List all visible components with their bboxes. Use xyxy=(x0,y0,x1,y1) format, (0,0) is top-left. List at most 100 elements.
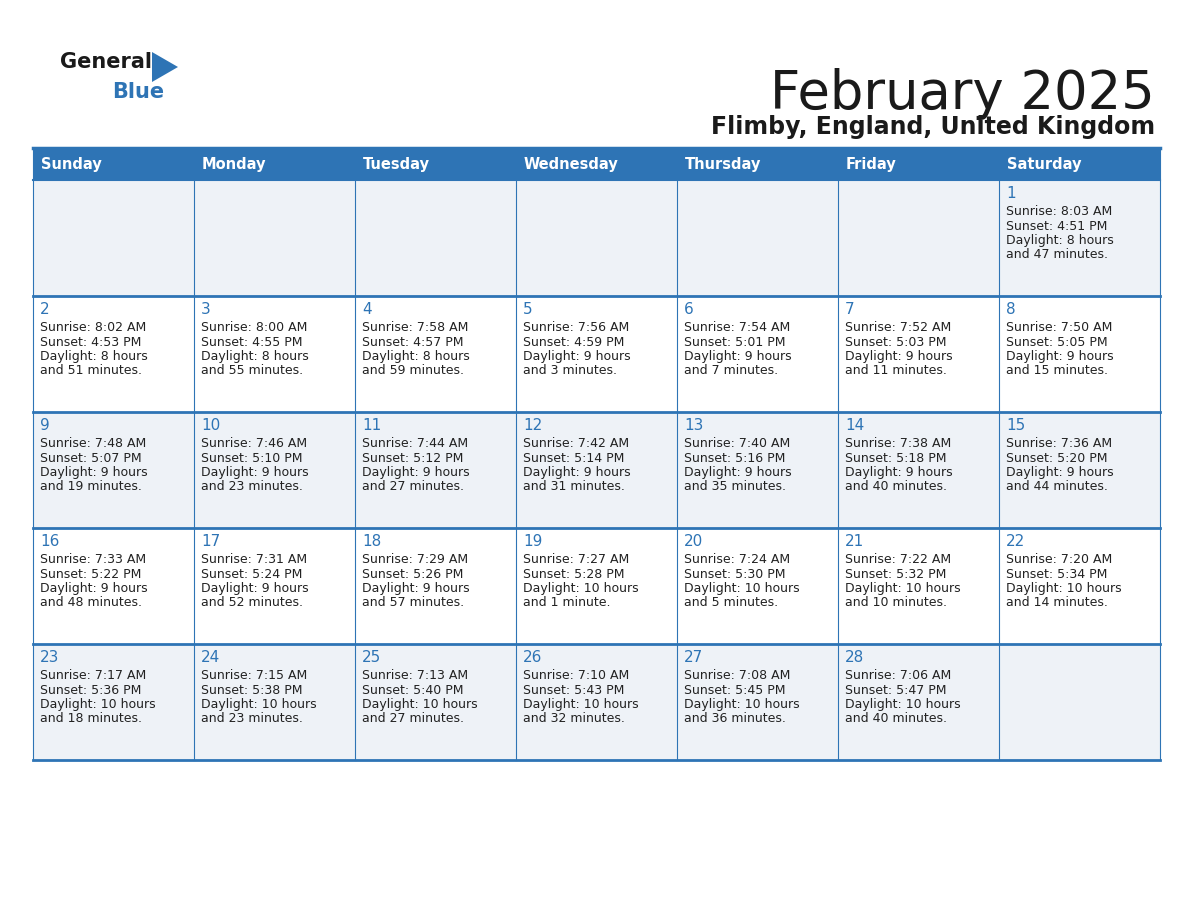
Text: Daylight: 8 hours: Daylight: 8 hours xyxy=(362,350,469,363)
Text: and 40 minutes.: and 40 minutes. xyxy=(845,480,947,494)
Text: Sunrise: 7:06 AM: Sunrise: 7:06 AM xyxy=(845,669,952,682)
Bar xyxy=(194,644,355,760)
Text: and 36 minutes.: and 36 minutes. xyxy=(684,712,786,725)
Text: Sunset: 5:18 PM: Sunset: 5:18 PM xyxy=(845,452,947,465)
Bar xyxy=(33,528,194,644)
Bar xyxy=(194,296,355,412)
Text: Flimby, England, United Kingdom: Flimby, England, United Kingdom xyxy=(710,115,1155,139)
Text: and 11 minutes.: and 11 minutes. xyxy=(845,364,947,377)
Text: Sunrise: 8:03 AM: Sunrise: 8:03 AM xyxy=(1006,205,1112,218)
Text: Sunrise: 7:27 AM: Sunrise: 7:27 AM xyxy=(523,553,630,566)
Text: Sunset: 5:03 PM: Sunset: 5:03 PM xyxy=(845,335,947,349)
Text: Daylight: 10 hours: Daylight: 10 hours xyxy=(201,698,317,711)
Text: Sunrise: 7:46 AM: Sunrise: 7:46 AM xyxy=(201,437,308,450)
Text: Daylight: 10 hours: Daylight: 10 hours xyxy=(845,698,961,711)
Bar xyxy=(516,528,677,644)
Bar xyxy=(355,412,516,528)
Text: Sunset: 5:47 PM: Sunset: 5:47 PM xyxy=(845,684,947,697)
Text: 5: 5 xyxy=(523,302,532,317)
Bar xyxy=(677,644,838,760)
Bar xyxy=(838,180,999,296)
Text: General: General xyxy=(61,52,152,72)
Bar xyxy=(838,296,999,412)
Text: and 5 minutes.: and 5 minutes. xyxy=(684,597,778,610)
Bar xyxy=(516,412,677,528)
Text: Sunrise: 7:29 AM: Sunrise: 7:29 AM xyxy=(362,553,468,566)
Text: Sunrise: 7:13 AM: Sunrise: 7:13 AM xyxy=(362,669,468,682)
Text: Sunrise: 7:31 AM: Sunrise: 7:31 AM xyxy=(201,553,308,566)
Bar xyxy=(355,644,516,760)
Text: and 32 minutes.: and 32 minutes. xyxy=(523,712,625,725)
Text: 23: 23 xyxy=(40,650,59,665)
Text: Sunrise: 7:15 AM: Sunrise: 7:15 AM xyxy=(201,669,308,682)
Text: Sunset: 5:34 PM: Sunset: 5:34 PM xyxy=(1006,567,1107,580)
Text: Sunset: 5:10 PM: Sunset: 5:10 PM xyxy=(201,452,303,465)
Text: and 51 minutes.: and 51 minutes. xyxy=(40,364,143,377)
Bar xyxy=(194,528,355,644)
Bar xyxy=(999,528,1159,644)
Bar xyxy=(194,148,355,180)
Text: and 44 minutes.: and 44 minutes. xyxy=(1006,480,1108,494)
Text: Sunset: 4:53 PM: Sunset: 4:53 PM xyxy=(40,335,141,349)
Bar xyxy=(838,644,999,760)
Text: Sunrise: 7:24 AM: Sunrise: 7:24 AM xyxy=(684,553,790,566)
Text: 7: 7 xyxy=(845,302,854,317)
Bar xyxy=(999,644,1159,760)
Text: 15: 15 xyxy=(1006,418,1025,433)
Text: Sunrise: 7:50 AM: Sunrise: 7:50 AM xyxy=(1006,321,1112,334)
Text: Thursday: Thursday xyxy=(685,156,762,172)
Text: Tuesday: Tuesday xyxy=(364,156,430,172)
Bar xyxy=(33,148,194,180)
Bar xyxy=(33,644,194,760)
Text: 16: 16 xyxy=(40,534,59,549)
Text: Sunrise: 8:02 AM: Sunrise: 8:02 AM xyxy=(40,321,146,334)
Text: Daylight: 9 hours: Daylight: 9 hours xyxy=(362,466,469,479)
Text: Daylight: 9 hours: Daylight: 9 hours xyxy=(523,350,631,363)
Text: Sunset: 5:32 PM: Sunset: 5:32 PM xyxy=(845,567,947,580)
Text: Sunrise: 7:44 AM: Sunrise: 7:44 AM xyxy=(362,437,468,450)
Bar xyxy=(33,412,194,528)
Bar xyxy=(677,412,838,528)
Text: February 2025: February 2025 xyxy=(770,68,1155,120)
Text: Daylight: 9 hours: Daylight: 9 hours xyxy=(523,466,631,479)
Bar xyxy=(194,180,355,296)
Text: 28: 28 xyxy=(845,650,864,665)
Polygon shape xyxy=(152,52,178,82)
Text: Wednesday: Wednesday xyxy=(524,156,619,172)
Text: and 18 minutes.: and 18 minutes. xyxy=(40,712,143,725)
Text: Sunrise: 7:54 AM: Sunrise: 7:54 AM xyxy=(684,321,790,334)
Text: Daylight: 10 hours: Daylight: 10 hours xyxy=(40,698,156,711)
Text: Daylight: 10 hours: Daylight: 10 hours xyxy=(845,582,961,595)
Bar xyxy=(838,148,999,180)
Text: Sunset: 5:12 PM: Sunset: 5:12 PM xyxy=(362,452,463,465)
Text: Sunrise: 7:40 AM: Sunrise: 7:40 AM xyxy=(684,437,790,450)
Text: Daylight: 10 hours: Daylight: 10 hours xyxy=(684,698,800,711)
Text: 1: 1 xyxy=(1006,186,1016,201)
Bar xyxy=(355,528,516,644)
Text: Sunrise: 7:56 AM: Sunrise: 7:56 AM xyxy=(523,321,630,334)
Text: Sunrise: 7:48 AM: Sunrise: 7:48 AM xyxy=(40,437,146,450)
Text: 2: 2 xyxy=(40,302,50,317)
Text: Daylight: 9 hours: Daylight: 9 hours xyxy=(1006,350,1113,363)
Text: and 57 minutes.: and 57 minutes. xyxy=(362,597,465,610)
Text: 22: 22 xyxy=(1006,534,1025,549)
Text: and 27 minutes.: and 27 minutes. xyxy=(362,480,465,494)
Text: 17: 17 xyxy=(201,534,220,549)
Text: 13: 13 xyxy=(684,418,703,433)
Text: Daylight: 9 hours: Daylight: 9 hours xyxy=(40,466,147,479)
Bar xyxy=(355,148,516,180)
Text: Sunset: 5:36 PM: Sunset: 5:36 PM xyxy=(40,684,141,697)
Text: Sunday: Sunday xyxy=(42,156,102,172)
Text: and 31 minutes.: and 31 minutes. xyxy=(523,480,625,494)
Text: Daylight: 8 hours: Daylight: 8 hours xyxy=(1006,234,1114,247)
Text: and 10 minutes.: and 10 minutes. xyxy=(845,597,947,610)
Bar xyxy=(677,180,838,296)
Text: Sunset: 5:05 PM: Sunset: 5:05 PM xyxy=(1006,335,1107,349)
Text: 27: 27 xyxy=(684,650,703,665)
Text: Sunset: 5:14 PM: Sunset: 5:14 PM xyxy=(523,452,625,465)
Bar xyxy=(516,296,677,412)
Text: and 27 minutes.: and 27 minutes. xyxy=(362,712,465,725)
Text: Daylight: 8 hours: Daylight: 8 hours xyxy=(40,350,147,363)
Text: and 35 minutes.: and 35 minutes. xyxy=(684,480,786,494)
Text: Sunrise: 7:17 AM: Sunrise: 7:17 AM xyxy=(40,669,146,682)
